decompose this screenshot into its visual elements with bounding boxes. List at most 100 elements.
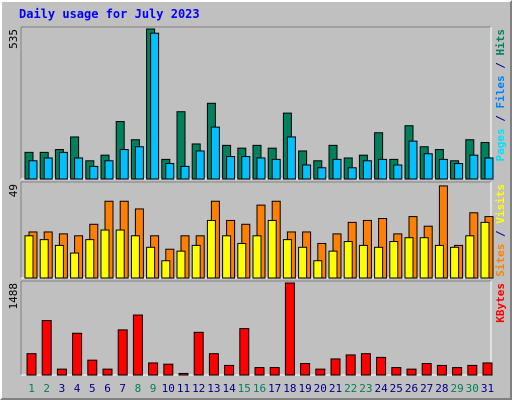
bar-visits-day-18 (282, 239, 292, 279)
bar-visits-day-5 (85, 239, 95, 279)
bar-files-day-19 (302, 164, 312, 180)
bar-files-day-26 (408, 140, 418, 180)
bar-kbytes-day-23 (360, 353, 371, 376)
bar-visits-day-11 (176, 250, 186, 279)
bar-visits-day-29 (450, 246, 460, 279)
bar-files-day-14 (226, 156, 236, 180)
bar-kbytes-day-2 (41, 320, 52, 376)
panel-1-ymax-label: 49 (7, 184, 20, 197)
day-label-5: 5 (89, 382, 96, 395)
bar-kbytes-day-6 (102, 368, 113, 376)
bar-visits-day-1 (24, 235, 34, 279)
bar-visits-day-4 (70, 252, 80, 279)
day-label-17: 17 (268, 382, 281, 395)
day-label-24: 24 (374, 382, 388, 395)
bar-kbytes-day-9 (148, 362, 159, 376)
day-label-12: 12 (192, 382, 205, 395)
bar-visits-day-28 (434, 244, 444, 279)
bar-files-day-15 (241, 156, 251, 180)
legend-item-visits: Visits (494, 184, 507, 224)
day-label-21: 21 (329, 382, 342, 395)
day-label-3: 3 (59, 382, 66, 395)
bar-visits-day-23 (358, 244, 368, 279)
bar-kbytes-day-21 (330, 358, 341, 376)
bar-files-day-28 (438, 158, 448, 180)
bar-visits-day-10 (161, 260, 171, 279)
bar-visits-day-13 (206, 219, 216, 279)
day-label-16: 16 (253, 382, 266, 395)
bar-files-day-9 (150, 32, 160, 180)
bar-files-day-29 (454, 163, 464, 180)
bar-visits-day-14 (222, 235, 232, 279)
bar-kbytes-day-7 (117, 329, 128, 376)
bar-visits-day-3 (54, 244, 64, 279)
panel-2-ymax-label: 1488 (7, 283, 20, 310)
bar-files-day-21 (332, 158, 342, 180)
day-label-4: 4 (74, 382, 81, 395)
day-label-8: 8 (135, 382, 142, 395)
panel-2-background (21, 281, 491, 375)
day-label-1: 1 (28, 382, 35, 395)
bar-files-day-31 (484, 157, 494, 180)
bar-files-day-7 (119, 149, 129, 180)
bar-kbytes-day-17 (269, 367, 280, 376)
bar-files-day-30 (469, 154, 479, 180)
panel-2-legend: KBytes (494, 283, 507, 323)
bar-files-day-16 (256, 157, 266, 180)
bar-files-day-20 (317, 167, 327, 180)
chart-title: Daily usage for July 2023 (19, 7, 200, 21)
day-label-7: 7 (119, 382, 126, 395)
day-label-11: 11 (177, 382, 190, 395)
bar-kbytes-day-12 (193, 331, 204, 376)
bar-files-day-4 (74, 157, 84, 180)
bar-files-day-5 (89, 165, 99, 180)
legend-item-sites: Sites (494, 244, 507, 277)
day-label-2: 2 (43, 382, 50, 395)
bar-kbytes-day-29 (452, 367, 463, 376)
day-label-30: 30 (466, 382, 479, 395)
bar-visits-day-2 (39, 239, 49, 279)
bar-kbytes-day-16 (254, 367, 265, 376)
day-label-29: 29 (450, 382, 463, 395)
bar-visits-day-16 (252, 235, 262, 279)
legend-item-files: Files (494, 75, 507, 108)
legend-item-hits: Hits (494, 29, 507, 56)
bar-visits-day-31 (480, 221, 490, 279)
bar-files-day-6 (104, 160, 114, 180)
day-label-20: 20 (314, 382, 327, 395)
day-label-15: 15 (238, 382, 251, 395)
bar-files-day-18 (286, 136, 296, 180)
bar-kbytes-day-27 (421, 363, 432, 376)
bar-visits-day-8 (130, 235, 140, 279)
bar-kbytes-day-13 (208, 353, 219, 376)
panel-0-legend: Pages / Files / Hits (494, 29, 507, 162)
bar-files-day-27 (423, 153, 433, 180)
legend-item-: / (494, 224, 507, 244)
bar-files-day-17 (271, 158, 281, 180)
legend-item-pages: Pages (494, 128, 507, 161)
day-label-14: 14 (222, 382, 236, 395)
bar-visits-day-26 (404, 237, 414, 279)
bar-visits-day-19 (298, 246, 308, 279)
bar-kbytes-day-20 (315, 368, 326, 376)
day-label-25: 25 (390, 382, 403, 395)
bar-files-day-23 (362, 160, 372, 180)
bar-visits-day-20 (313, 260, 323, 279)
day-label-31: 31 (481, 382, 494, 395)
bar-kbytes-day-3 (56, 368, 67, 376)
panel-0-ymax-label: 535 (7, 29, 20, 49)
bar-kbytes-day-26 (406, 368, 417, 376)
day-label-10: 10 (162, 382, 175, 395)
legend-item-kbytes: KBytes (494, 283, 507, 323)
bar-kbytes-day-31 (482, 362, 493, 376)
panel-1-legend: Sites / Visits (494, 184, 507, 277)
day-label-19: 19 (298, 382, 311, 395)
bar-files-day-10 (165, 163, 175, 180)
bar-kbytes-day-15 (239, 328, 250, 376)
bar-visits-day-6 (100, 229, 110, 279)
bar-kbytes-day-18 (284, 282, 295, 376)
day-label-23: 23 (359, 382, 372, 395)
bar-kbytes-day-11 (178, 372, 189, 376)
bar-visits-day-25 (389, 241, 399, 279)
